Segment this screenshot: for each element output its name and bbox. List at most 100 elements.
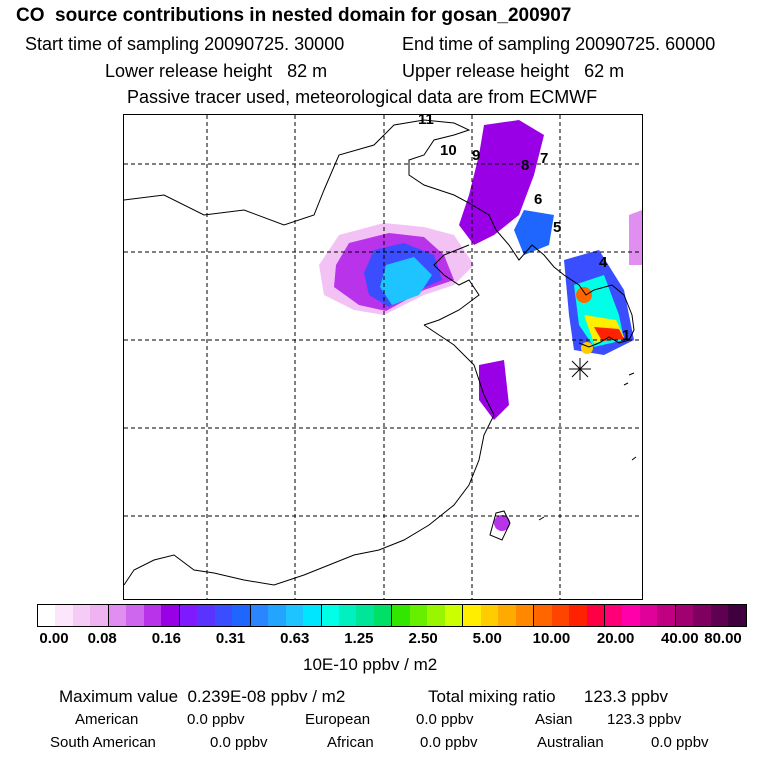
colorbar-swatch bbox=[356, 605, 374, 626]
colorbar-swatch bbox=[605, 605, 623, 626]
european-label: European bbox=[305, 711, 371, 728]
colorbar-tick-label: 0.08 bbox=[87, 630, 117, 647]
plume-north bbox=[459, 120, 544, 245]
colorbar-swatch bbox=[72, 605, 91, 626]
map-canvas: 11 10 9 8 7 6 5 4 1 bbox=[124, 115, 642, 599]
plume-korea-red bbox=[594, 327, 624, 341]
colorbar-swatch bbox=[693, 605, 711, 626]
colorbar-swatch bbox=[534, 605, 552, 626]
plume-hotspot-north bbox=[576, 287, 592, 303]
african-value: 0.0 ppbv bbox=[420, 734, 478, 751]
colorbar-tick-label: 10.00 bbox=[532, 630, 571, 647]
colorbar-swatch bbox=[427, 605, 445, 626]
colorbar-swatch bbox=[126, 605, 144, 626]
plume-hotspot-south bbox=[581, 342, 593, 354]
colorbar bbox=[37, 604, 747, 627]
coastline-taiwan bbox=[489, 510, 511, 541]
receptor-star-icon bbox=[569, 358, 591, 380]
plume-korea-lightpink bbox=[629, 210, 642, 265]
coastline-south bbox=[124, 324, 495, 586]
traj-label-4: 4 bbox=[599, 254, 608, 271]
coastline-bohai bbox=[423, 244, 480, 326]
plume-shanghai bbox=[479, 360, 509, 420]
coastline-north bbox=[124, 119, 565, 276]
map-panel[interactable]: 11 10 9 8 7 6 5 4 1 bbox=[123, 114, 643, 600]
upper-release-height: Upper release height 62 m bbox=[402, 61, 625, 81]
colorbar-swatch bbox=[55, 605, 73, 626]
asian-value: 123.3 ppbv bbox=[607, 711, 682, 728]
coastlines bbox=[124, 119, 637, 586]
colorbar-swatch bbox=[303, 605, 322, 626]
colorbar-unit: 10E-10 ppbv / m2 bbox=[303, 655, 438, 674]
colorbar-swatch bbox=[444, 605, 464, 626]
colorbar-swatch bbox=[710, 605, 729, 626]
colorbar-tick-label: 20.00 bbox=[596, 630, 635, 647]
colorbar-tick-label: 0.16 bbox=[151, 630, 181, 647]
trajectory-labels: 11 10 9 8 7 6 5 4 1 bbox=[418, 115, 630, 344]
concentration-field bbox=[319, 120, 642, 531]
traj-label-7: 7 bbox=[540, 150, 548, 167]
colorbar-swatch bbox=[622, 605, 640, 626]
traj-label-5: 5 bbox=[553, 219, 561, 236]
end-time: End time of sampling 20090725. 60000 bbox=[402, 34, 716, 54]
colorbar-tick-label: 2.50 bbox=[408, 630, 438, 647]
colorbar-tick-label: 0.63 bbox=[280, 630, 310, 647]
colorbar-swatch bbox=[38, 605, 56, 626]
colorbar-swatch bbox=[338, 605, 357, 626]
colorbar-tick-label: 0.00 bbox=[39, 630, 69, 647]
plume-north-hi bbox=[514, 210, 554, 255]
australian-value: 0.0 ppbv bbox=[651, 734, 709, 751]
colorbar-swatch bbox=[268, 605, 286, 626]
colorbar-swatch bbox=[373, 605, 393, 626]
tracer-note: Passive tracer used, meteorological data… bbox=[127, 87, 598, 107]
traj-label-1: 1 bbox=[622, 327, 630, 344]
south-american-label: South American bbox=[50, 734, 156, 751]
colorbar-swatch bbox=[214, 605, 233, 626]
coastline-japan-islands bbox=[538, 372, 637, 521]
traj-label-11: 11 bbox=[418, 115, 434, 128]
traj-label-9: 9 bbox=[472, 147, 480, 164]
colorbar-swatch bbox=[250, 605, 269, 626]
colorbar-tick-label: 5.00 bbox=[472, 630, 502, 647]
maximum-value: Maximum value 0.239E-08 ppbv / m2 bbox=[59, 687, 346, 706]
colorbar-swatch bbox=[321, 605, 339, 626]
european-value: 0.0 ppbv bbox=[416, 711, 474, 728]
colorbar-tick-label: 1.25 bbox=[344, 630, 374, 647]
colorbar-swatch bbox=[480, 605, 499, 626]
colorbar-swatch bbox=[90, 605, 109, 626]
total-mixing-ratio: Total mixing ratio 123.3 ppbv bbox=[428, 687, 669, 706]
colorbar-swatch bbox=[463, 605, 481, 626]
colorbar-tick-label: 0.31 bbox=[215, 630, 246, 647]
start-time: Start time of sampling 20090725. 30000 bbox=[25, 34, 345, 54]
traj-label-10: 10 bbox=[440, 142, 457, 159]
south-american-value: 0.0 ppbv bbox=[210, 734, 268, 751]
gridlines bbox=[124, 115, 642, 599]
plume-taiwan bbox=[494, 515, 510, 531]
colorbar-swatch bbox=[197, 605, 215, 626]
colorbar-swatch bbox=[409, 605, 428, 626]
colorbar-swatch bbox=[108, 605, 127, 626]
australian-label: Australian bbox=[537, 734, 604, 751]
american-label: American bbox=[75, 711, 139, 728]
colorbar-swatch bbox=[232, 605, 251, 626]
colorbar-tick-label: 40.00 bbox=[661, 630, 699, 647]
page-title: CO source contributions in nested domain… bbox=[16, 5, 572, 26]
colorbar-swatch bbox=[161, 605, 180, 626]
coastline-korea bbox=[563, 274, 635, 348]
african-label: African bbox=[327, 734, 374, 751]
colorbar-swatch bbox=[285, 605, 304, 626]
american-value: 0.0 ppbv bbox=[187, 711, 245, 728]
colorbar-swatch bbox=[143, 605, 162, 626]
colorbar-swatch bbox=[179, 605, 198, 626]
colorbar-swatch bbox=[515, 605, 535, 626]
lower-release-height: Lower release height 82 m bbox=[105, 61, 328, 81]
colorbar-swatch bbox=[551, 605, 570, 626]
colorbar-swatch bbox=[569, 605, 587, 626]
colorbar-swatch bbox=[639, 605, 658, 626]
colorbar-tick-label: 80.00 bbox=[704, 630, 742, 647]
colorbar-swatch bbox=[675, 605, 694, 626]
colorbar-swatch bbox=[498, 605, 516, 626]
colorbar-swatch bbox=[657, 605, 676, 626]
colorbar-swatch bbox=[586, 605, 605, 626]
colorbar-swatch bbox=[392, 605, 410, 626]
